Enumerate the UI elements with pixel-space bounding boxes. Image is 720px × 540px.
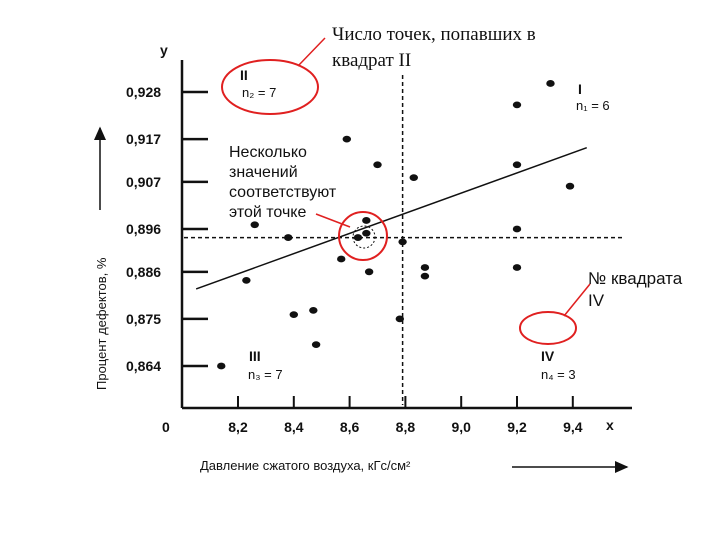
y-axis-name: y	[160, 42, 168, 58]
data-point	[409, 174, 418, 182]
callout-circle-multi-value	[338, 211, 388, 261]
callout-multi-text: Несколько значений соответствуют этой точке	[229, 144, 337, 221]
data-point	[362, 229, 371, 237]
y-tick-label: 0,917	[126, 131, 161, 147]
callout-pointer-count	[297, 37, 326, 67]
multi-value-marker	[352, 225, 376, 249]
callout-oval-quadrant-4	[519, 311, 577, 345]
data-point	[311, 341, 321, 348]
y-tick-label: 0,928	[126, 84, 161, 100]
callout-pointer-quadrant	[563, 283, 591, 317]
data-point	[364, 268, 374, 276]
x-axis-label: Давление сжатого воздуха, кГс/см²	[200, 458, 411, 473]
data-points	[217, 80, 575, 370]
data-point	[546, 80, 555, 87]
y-tick-label: 0,864	[126, 358, 161, 374]
data-point	[337, 255, 346, 263]
origin-label: 0	[162, 419, 170, 435]
quadrant-4-count: n₄ = 3	[541, 367, 576, 382]
callout-oval-quadrant-2	[221, 59, 319, 115]
quadrant-2-count: n₂ = 7	[242, 85, 276, 100]
trend-line	[195, 146, 588, 290]
quadrant-1-numeral: I	[578, 81, 582, 97]
data-point	[373, 161, 382, 169]
x-tick-label: 8,4	[284, 419, 304, 435]
y-tick-label: 0,875	[126, 311, 161, 327]
data-point	[512, 225, 522, 233]
callout-pointer-multi	[315, 213, 351, 228]
data-point	[342, 135, 352, 143]
callout-count-text: Число точек, попавших в квадрат II	[332, 24, 536, 71]
data-point	[512, 101, 522, 109]
quadrant-3-numeral: III	[249, 348, 261, 364]
data-point	[289, 311, 298, 319]
data-point	[420, 264, 430, 271]
data-point	[250, 221, 259, 229]
y-tick-label: 0,886	[126, 264, 161, 280]
x-tick-label: 8,2	[228, 419, 248, 435]
callout-quadrant-text: № квадрата IV	[588, 269, 683, 310]
x-tick-label: 8,8	[396, 419, 416, 435]
data-point	[512, 161, 522, 169]
x-tick-label: 9,0	[451, 419, 471, 435]
data-point	[512, 264, 522, 271]
y-axis-label: Процент дефектов, %	[94, 257, 109, 390]
y-tick-label: 0,907	[126, 174, 161, 190]
x-axis-name: x	[606, 417, 614, 433]
data-point	[242, 276, 251, 284]
quadrant-3-count: n₃ = 7	[248, 367, 283, 382]
y-ticks: 0,864 0,875 0,886 0,896 0,907 0,917 0,928	[126, 84, 208, 374]
data-point	[217, 362, 226, 370]
quadrant-1-count: n₁ = 6	[576, 98, 610, 113]
x-ticks: 8,2 8,4 8,6 8,8 9,0 9,2 9,4	[228, 396, 583, 435]
data-point	[395, 315, 405, 323]
data-point	[398, 238, 407, 246]
data-point	[362, 217, 371, 224]
data-point	[353, 234, 363, 241]
data-point	[309, 306, 318, 314]
y-tick-label: 0,896	[126, 221, 161, 237]
data-point	[284, 234, 293, 241]
quadrant-4-numeral: IV	[541, 348, 555, 364]
quadrant-2-numeral: II	[240, 67, 248, 83]
data-point	[420, 272, 430, 280]
x-tick-label: 9,2	[507, 419, 527, 435]
data-point	[565, 182, 575, 190]
x-tick-label: 8,6	[340, 419, 360, 435]
x-tick-label: 9,4	[563, 419, 583, 435]
